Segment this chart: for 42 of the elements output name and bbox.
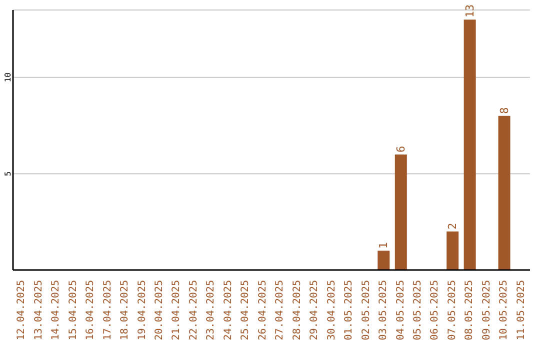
x-tick-label: 09.05.2025 (481, 280, 492, 340)
x-tick-label: 26.04.2025 (257, 280, 268, 340)
x-tick-label: 21.04.2025 (171, 280, 182, 340)
x-tick-label: 17.04.2025 (102, 280, 114, 340)
x-tick-label: 18.04.2025 (120, 280, 131, 340)
x-tick-label: 27.04.2025 (274, 280, 286, 340)
x-tick-label: 23.04.2025 (206, 280, 217, 340)
x-tick-label: 19.04.2025 (136, 280, 148, 340)
x-tick-label: 10.05.2025 (498, 280, 510, 340)
x-tick-label: 16.04.2025 (85, 280, 96, 340)
x-tick-label: 25.04.2025 (240, 280, 252, 340)
x-tick-label: 12.04.2025 (16, 280, 28, 340)
x-tick-label: 01.05.2025 (344, 280, 355, 340)
x-tick-label: 20.04.2025 (154, 280, 165, 340)
x-tick-label: 07.05.2025 (446, 280, 458, 340)
data-label: 8 (498, 107, 511, 114)
data-label: 13 (463, 4, 476, 18)
x-tick-label: 08.05.2025 (464, 280, 476, 340)
bar (378, 250, 390, 270)
y-tick-label: 10 (4, 72, 12, 82)
x-tick-label: 06.05.2025 (430, 280, 441, 340)
x-tick-label: 05.05.2025 (412, 280, 424, 340)
bar (394, 154, 407, 270)
x-tick-label: 15.04.2025 (68, 280, 79, 340)
data-label: 2 (446, 222, 460, 230)
x-tick-label: 22.04.2025 (188, 280, 200, 340)
x-tick-label: 03.05.2025 (378, 280, 390, 340)
x-tick-label: 24.04.2025 (222, 280, 234, 340)
bar (498, 116, 510, 270)
x-tick-label: 04.05.2025 (395, 280, 406, 340)
y-tick-label: 5 (4, 171, 12, 176)
x-tick-label: 11.05.2025 (516, 280, 527, 340)
x-tick-label: 29.04.2025 (309, 280, 320, 340)
x-tick-label: 28.04.2025 (292, 280, 303, 340)
data-label: 6 (394, 146, 408, 152)
bar (446, 231, 459, 270)
data-label: 1 (377, 242, 390, 249)
x-tick-label: 02.05.2025 (360, 280, 372, 340)
bar (464, 20, 476, 270)
x-tick-label: 30.04.2025 (326, 280, 338, 340)
x-tick-label: 13.04.2025 (33, 280, 44, 340)
x-tick-label: 14.04.2025 (50, 280, 62, 340)
